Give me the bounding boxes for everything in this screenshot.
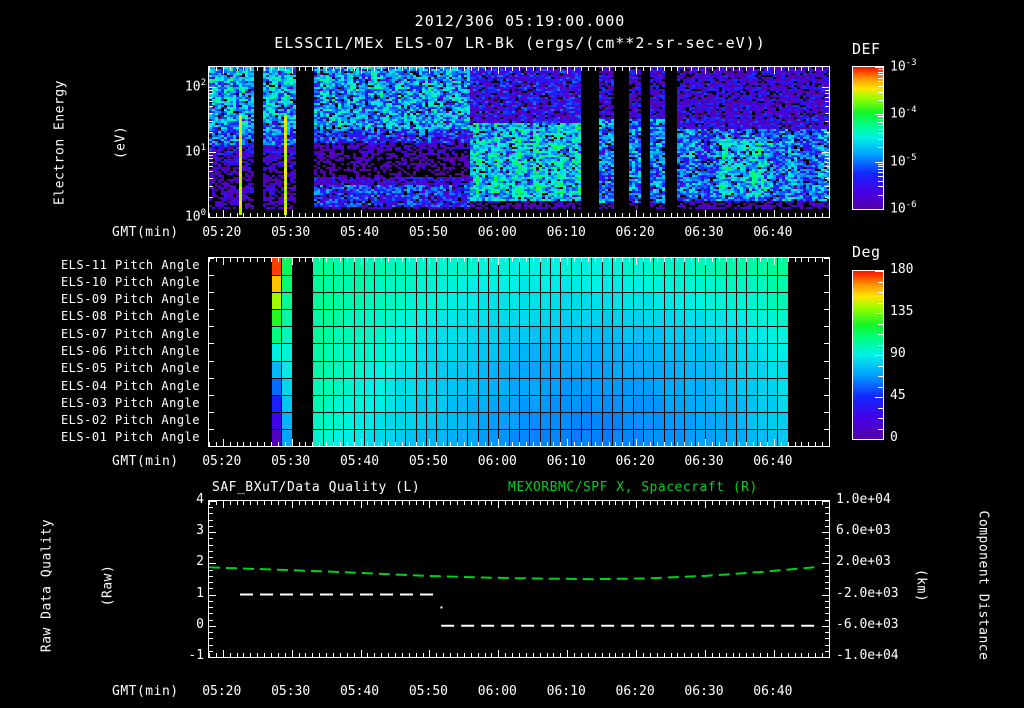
- panel3-y-tick-label-left: 1: [196, 585, 204, 601]
- electron-energy-spectrogram: [209, 67, 829, 217]
- panel3-y-tick-label-right: 2.0e+03: [836, 554, 891, 570]
- panel3-title-left: SAF_BXuT/Data Quality (L): [212, 480, 421, 495]
- panel3-xlabel: GMT(min): [112, 684, 179, 699]
- panel3-y-tick-label-left: 4: [196, 492, 204, 507]
- panel1-x-tick-label: 06:30: [684, 225, 724, 240]
- panel2-row-label: ELS-10 Pitch Angle: [60, 274, 200, 289]
- panel3-ylabel-left-units: (Raw): [100, 564, 116, 607]
- colorbar-def-labels: 10-3 10-4 10-5 10-6: [890, 56, 970, 226]
- colorbar-deg-tick-label: 0: [890, 430, 898, 445]
- colorbar-deg-ticks: [852, 270, 884, 440]
- panel3-x-tick-label: 06:10: [546, 684, 586, 699]
- panel3-x-tick-label: 06:40: [753, 684, 793, 699]
- panel2-x-tick-label: 06:20: [615, 454, 655, 469]
- page-title: 2012/306 05:19:00.000: [414, 12, 626, 30]
- panel3-y-tick-label-right: -6.0e+03: [836, 616, 899, 632]
- panel1-y-tick-label: 101: [184, 142, 206, 160]
- panel3-x-tick-label: 05:30: [271, 684, 311, 699]
- panel2-x-tick-labels: 05:20 05:30 05:40 05:50 06:00 06:10 06:20 06:30…: [202, 454, 830, 472]
- colorbar-def-tick-label: 10-5: [890, 152, 917, 169]
- panel1-ylabel: Electron Energy: [52, 80, 68, 205]
- panel3-y-tick-label-right: 1.0e+04: [836, 492, 891, 507]
- panel1-xlabel: GMT(min): [112, 225, 179, 240]
- panel3-y-tick-label-right: -2.0e+03: [836, 585, 899, 601]
- panel3-x-tick-labels: 05:20 05:30 05:40 05:50 06:00 06:10 06:20 06:30…: [202, 684, 830, 702]
- panel1-x-tick-label: 05:20: [202, 225, 242, 240]
- colorbar-def-ticks: [852, 66, 884, 210]
- panel3-y-tick-label-right: 6.0e+03: [836, 523, 891, 539]
- colorbar-def-tick-label: 10-4: [890, 105, 917, 122]
- panel3-y-tick-label-left: 2: [196, 554, 204, 570]
- panel2-row-label: ELS-09 Pitch Angle: [60, 292, 200, 307]
- panel2-row-label: ELS-08 Pitch Angle: [60, 309, 200, 324]
- panel3-ylabel-right: Component Distance: [975, 510, 991, 661]
- panel2-x-tick-label: 05:40: [339, 454, 380, 469]
- panel2-x-tick-label: 06:10: [546, 454, 586, 469]
- panel1-x-tick-label: 06:00: [477, 225, 517, 240]
- page-subtitle: ELSSCIL/MEx ELS-07 LR-Bk (ergs/(cm**2-sr…: [274, 34, 766, 52]
- colorbar-deg-tick-label: 135: [890, 304, 914, 319]
- panel2-xlabel: GMT(min): [112, 454, 179, 469]
- panel2-x-tick-label: 05:20: [202, 454, 242, 469]
- panel3-y-tick-label-left: -1: [188, 648, 204, 663]
- colorbar-def: [852, 66, 884, 210]
- panel3-y-tick-label-right: -1.0e+04: [836, 648, 899, 663]
- panel2-row-labels: ELS-11 Pitch Angle ELS-10 Pitch Angle ELS-…: [58, 257, 204, 447]
- panel3-ylabel-left: Raw Data Quality: [39, 518, 55, 653]
- pitch-angle-heatmap: [209, 258, 829, 446]
- panel1-x-tick-labels: 05:20 05:30 05:40 05:50 06:00 06:10 06:20 06:30…: [202, 225, 830, 243]
- colorbar-def-title: DEF: [852, 40, 881, 58]
- panel1-x-tick-label: 06:20: [615, 225, 655, 240]
- panel2-row-label: ELS-05 Pitch Angle: [60, 361, 200, 376]
- data-quality-distance-plot: [209, 501, 829, 657]
- panel2-row-label: ELS-01 Pitch Angle: [60, 430, 200, 445]
- panel3-y-tick-label-left: 0: [196, 616, 204, 632]
- panel2-row-label: ELS-07 Pitch Angle: [60, 326, 200, 341]
- colorbar-deg: [852, 270, 884, 440]
- colorbar-def-tick-label: 10-3: [890, 58, 917, 75]
- panel2-row-label: ELS-04 Pitch Angle: [60, 378, 200, 393]
- colorbar-deg-tick-label: 90: [890, 346, 906, 361]
- panel3-y-tick-labels-right: 1.0e+04 6.0e+03 2.0e+03 -2.0e+03 -6.0e+03 -1.…: [836, 492, 928, 666]
- panel3-x-tick-label: 05:50: [408, 684, 448, 699]
- colorbar-deg-tick-label: 180: [890, 262, 914, 277]
- panel2-x-tick-label: 06:30: [684, 454, 724, 469]
- panel2-row-label: ELS-02 Pitch Angle: [60, 413, 200, 428]
- panel2-row-label: ELS-11 Pitch Angle: [60, 257, 200, 272]
- panel1-ylabel-units: (eV): [113, 125, 129, 160]
- panel3-y-tick-labels-left: 4 3 2 1 0 -1: [170, 492, 204, 666]
- panel2-x-tick-label: 05:30: [271, 454, 311, 469]
- panel1-x-tick-label: 05:50: [408, 225, 448, 240]
- colorbar-deg-title: Deg: [852, 243, 881, 261]
- colorbar-deg-labels: 180 135 90 45 0: [890, 260, 970, 450]
- panel3-plot-frame: [208, 500, 830, 658]
- panel1-y-tick-label: 100: [184, 208, 206, 225]
- panel3-x-tick-label: 06:30: [684, 684, 724, 699]
- panel3-title-right: MEXORBMC/SPF X, Spacecraft (R): [508, 480, 758, 495]
- panel2-x-tick-label: 05:50: [408, 454, 448, 469]
- panel1-y-tick-label: 102: [184, 77, 206, 94]
- panel1-x-tick-label: 06:10: [546, 225, 586, 240]
- panel1-x-tick-label: 05:30: [271, 225, 311, 240]
- panel1-x-tick-label: 06:40: [753, 225, 793, 240]
- panel3-x-tick-label: 05:40: [339, 684, 380, 699]
- panel2-plot-frame: [208, 257, 830, 447]
- colorbar-def-tick-label: 10-6: [890, 200, 917, 217]
- panel2-row-label: ELS-03 Pitch Angle: [60, 395, 200, 410]
- panel1-x-tick-label: 05:40: [339, 225, 380, 240]
- panel2-row-label: ELS-06 Pitch Angle: [60, 344, 200, 358]
- panel3-x-tick-label: 06:20: [615, 684, 655, 699]
- panel2-x-tick-label: 06:40: [753, 454, 793, 469]
- panel1-plot-frame: [208, 66, 830, 218]
- panel2-x-tick-label: 06:00: [477, 454, 517, 469]
- panel3-y-tick-label-left: 3: [196, 523, 204, 539]
- panel3-ylabel-right-units: (km): [913, 568, 929, 603]
- panel3-x-tick-label: 06:00: [477, 684, 517, 699]
- colorbar-deg-tick-label: 45: [890, 388, 906, 403]
- panel3-x-tick-label: 05:20: [202, 684, 242, 699]
- panel1-y-tick-labels: 102 101 100: [160, 60, 206, 228]
